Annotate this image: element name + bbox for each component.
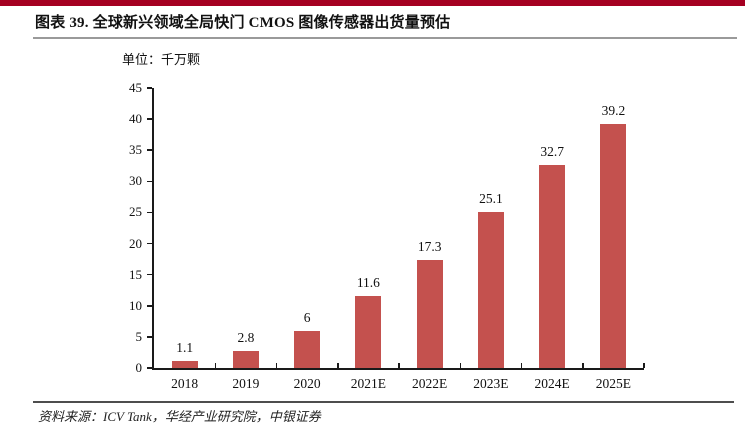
bar-value-label: 1.1	[176, 340, 194, 356]
y-tick-mark	[147, 87, 152, 89]
top-accent-bar	[0, 0, 745, 6]
x-category-label: 2021E	[350, 376, 386, 391]
y-tick-mark	[147, 118, 152, 120]
bar-2023E	[477, 211, 504, 368]
y-tick-mark	[147, 211, 152, 214]
x-tick-mark	[643, 363, 645, 368]
title-underline	[33, 37, 737, 39]
x-tick-mark	[582, 363, 584, 368]
bar-value-label: 6	[303, 309, 311, 325]
bar-value-label: 39.2	[601, 103, 626, 119]
x-tick-mark	[337, 363, 339, 368]
y-tick-label: 35	[129, 142, 142, 158]
x-tick-mark	[398, 363, 400, 368]
y-tick-label: 20	[129, 235, 142, 251]
bar-2019	[232, 350, 259, 368]
bar-2021E	[355, 295, 382, 368]
source-note: 资料来源：ICV Tank，华经产业研究院，中银证券	[38, 409, 321, 424]
y-tick-label: 30	[129, 173, 142, 189]
x-category-label: 2019	[232, 376, 260, 391]
y-tick-mark	[147, 242, 152, 245]
unit-label: 单位：千万颗	[122, 52, 201, 67]
y-tick-mark	[147, 367, 152, 369]
chart-title: 图表 39. 全球新兴领域全局快门 CMOS 图像传感器出货量预估	[35, 15, 451, 31]
bar-value-label: 2.8	[237, 329, 255, 345]
bar-value-label: 11.6	[356, 274, 380, 290]
bar-value-label: 32.7	[540, 143, 564, 159]
x-category-label: 2022E	[412, 376, 448, 391]
y-tick-mark	[147, 336, 152, 338]
y-tick-label: 0	[135, 360, 143, 375]
bar-2024E	[539, 164, 566, 368]
bar-chart-plot-area: 0 5 10 15 20 25 30 35 40 45 1.1 2018 2.8 2019 6 2020 11…	[129, 80, 645, 391]
x-category-label: 2023E	[473, 376, 509, 391]
y-tick-label: 45	[129, 80, 142, 95]
x-tick-mark	[214, 363, 216, 368]
y-tick-label: 40	[129, 111, 142, 127]
bar-value-label: 17.3	[417, 239, 442, 255]
y-tick-label: 5	[135, 328, 143, 344]
x-tick-mark	[275, 363, 278, 368]
y-tick-mark	[147, 273, 152, 276]
y-tick-label: 15	[129, 266, 142, 282]
x-tick-mark	[459, 363, 461, 368]
x-category-label: 2025E	[595, 376, 631, 391]
y-tick-mark	[147, 180, 152, 183]
x-tick-mark	[520, 363, 523, 368]
y-tick-mark	[147, 305, 152, 307]
y-tick-mark	[147, 149, 152, 151]
footer-divider	[33, 401, 734, 403]
bar-2020	[294, 330, 321, 368]
y-tick-label: 25	[129, 204, 142, 220]
bar-2018	[171, 361, 198, 368]
x-category-label: 2020	[293, 376, 321, 391]
bar-value-label: 25.1	[479, 190, 503, 206]
x-category-label: 2018	[171, 376, 199, 391]
bar-2025E	[600, 124, 627, 368]
y-tick-label: 10	[129, 297, 142, 313]
x-category-label: 2024E	[534, 376, 570, 391]
bar-2022E	[416, 260, 443, 368]
